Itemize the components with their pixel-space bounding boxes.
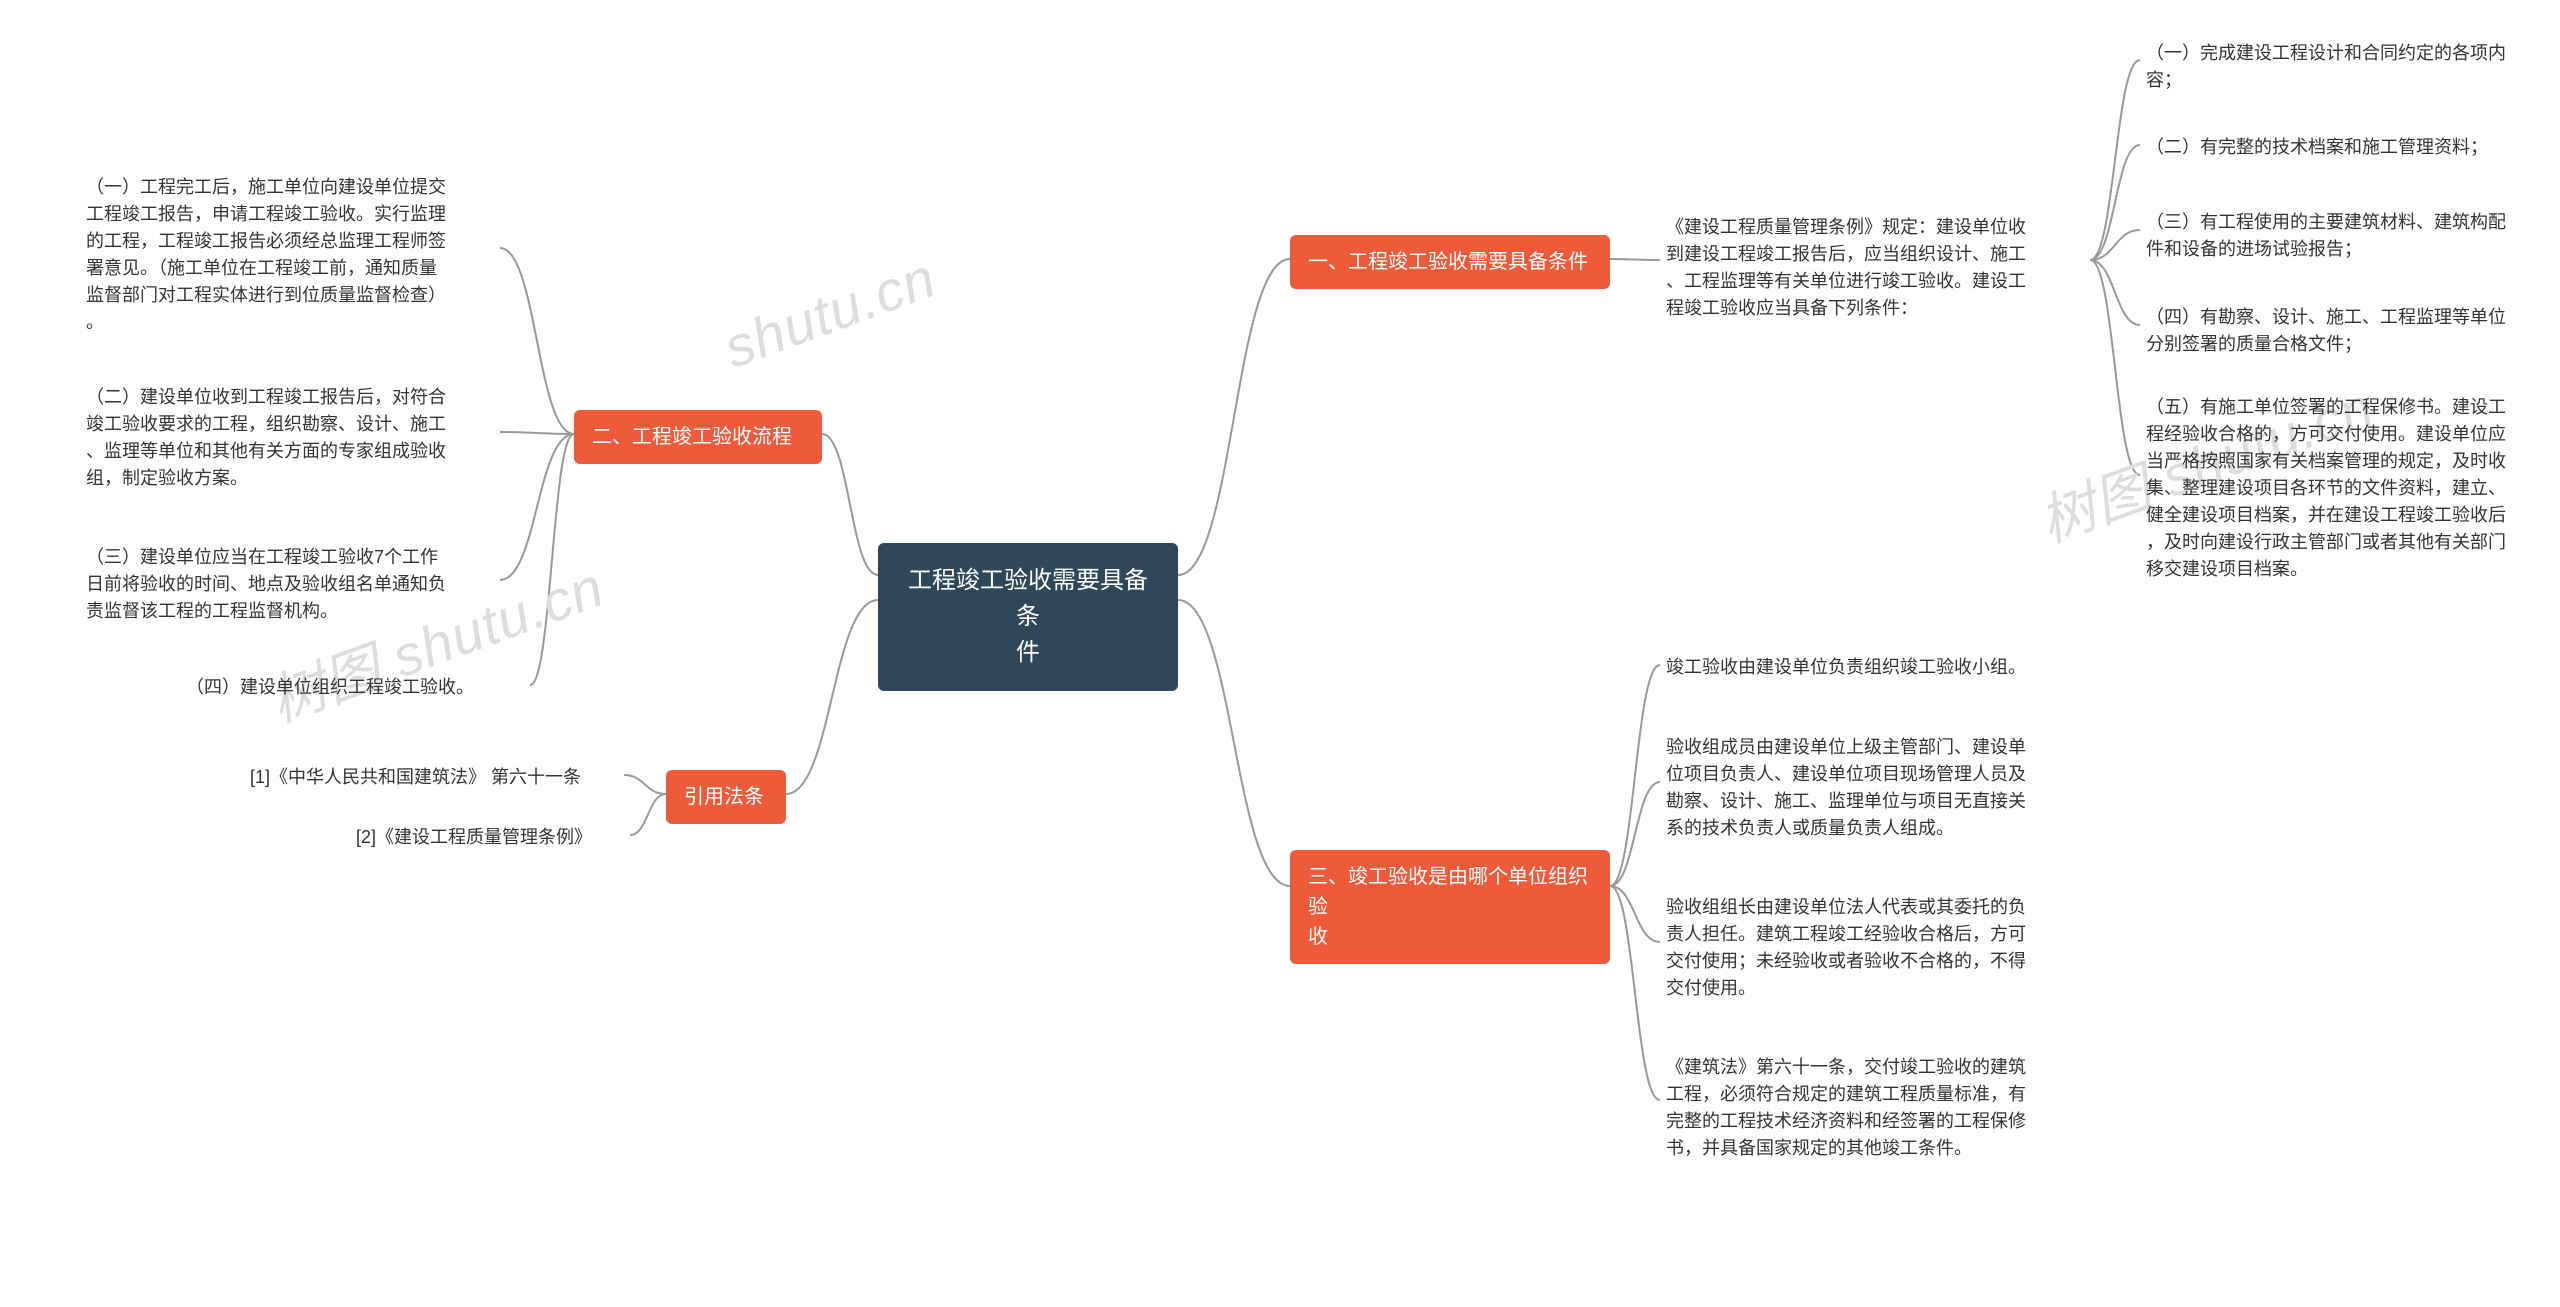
mindmap-leaf: 验收组组长由建设单位法人代表或其委托的负 责人担任。建筑工程竣工经验收合格后，方…	[1660, 890, 2080, 1006]
mindmap-leaf: [1]《中华人民共和国建筑法》 第六十一条	[244, 760, 624, 795]
mindmap-leaf: 验收组成员由建设单位上级主管部门、建设单 位项目负责人、建设单位项目现场管理人员…	[1660, 730, 2080, 846]
mindmap-leaf: （一）工程完工后，施工单位向建设单位提交 工程竣工报告，申请工程竣工验收。实行监…	[80, 170, 500, 340]
mindmap-leaf: （四）建设单位组织工程竣工验收。	[180, 670, 530, 705]
mindmap-leaf: （二）有完整的技术档案和施工管理资料；	[2140, 130, 2540, 165]
mindmap-leaf: （一）完成建设工程设计和合同约定的各项内 容；	[2140, 36, 2540, 98]
mindmap-leaf: （三）有工程使用的主要建筑材料、建筑构配 件和设备的进场试验报告；	[2140, 205, 2540, 267]
mindmap-root: 工程竣工验收需要具备条 件	[878, 543, 1178, 691]
watermark: shutu.cn	[716, 244, 945, 380]
mindmap-leaf: （五）有施工单位签署的工程保修书。建设工 程经验收合格的，方可交付使用。建设单位…	[2140, 390, 2540, 587]
mindmap-leaf: 《建筑法》第六十一条，交付竣工验收的建筑 工程，必须符合规定的建筑工程质量标准，…	[1660, 1050, 2080, 1166]
mindmap-leaf: 竣工验收由建设单位负责组织竣工验收小组。	[1660, 650, 2080, 685]
mindmap-leaf: [2]《建设工程质量管理条例》	[350, 820, 630, 855]
mindmap-branch: 三、竣工验收是由哪个单位组织验 收	[1290, 850, 1610, 964]
mindmap-leaf: （二）建设单位收到工程竣工报告后，对符合 竣工验收要求的工程，组织勘察、设计、施…	[80, 380, 500, 496]
mindmap-branch: 二、工程竣工验收流程	[574, 410, 822, 464]
mindmap-branch: 一、工程竣工验收需要具备条件	[1290, 235, 1610, 289]
mindmap-leaf: （四）有勘察、设计、施工、工程监理等单位 分别签署的质量合格文件；	[2140, 300, 2540, 362]
mindmap-leaf: （三）建设单位应当在工程竣工验收7个工作 日前将验收的时间、地点及验收组名单通知…	[80, 540, 500, 629]
mindmap-subnode: 《建设工程质量管理条例》规定：建设单位收 到建设工程竣工报告后，应当组织设计、施…	[1660, 210, 2090, 326]
mindmap-branch: 引用法条	[666, 770, 786, 824]
